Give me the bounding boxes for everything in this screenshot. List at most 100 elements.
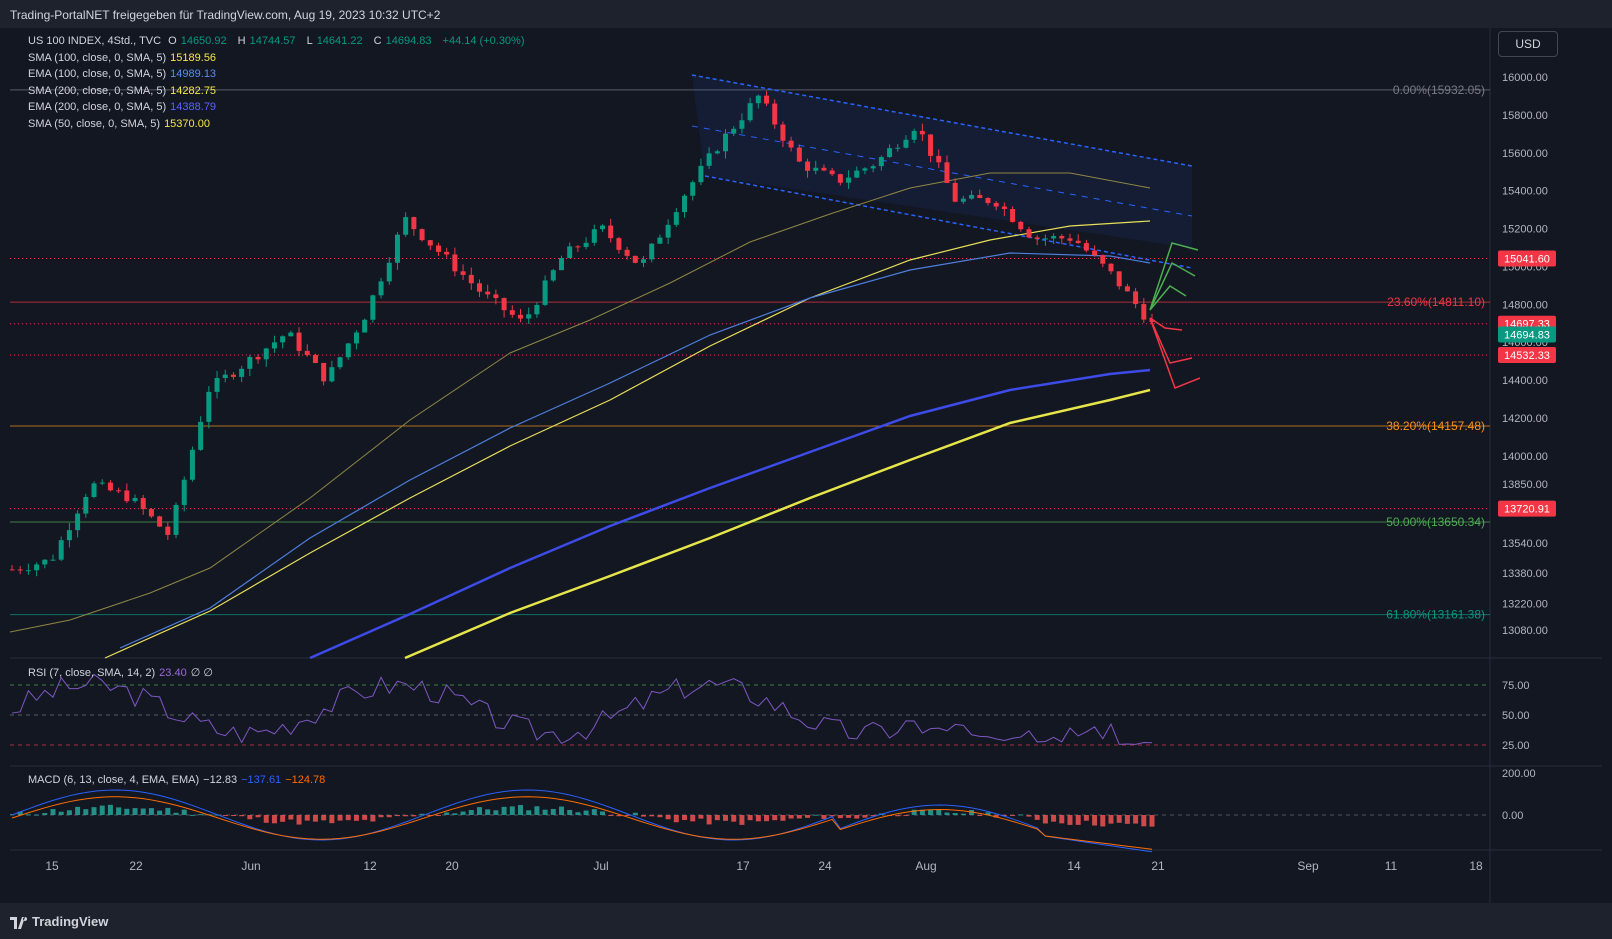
price-axis-label: 13220.00 bbox=[1502, 598, 1548, 610]
candle-body bbox=[501, 298, 507, 311]
candle-body bbox=[1059, 236, 1065, 239]
candle-body bbox=[813, 167, 819, 171]
indicator-legend-sma100[interactable]: SMA (100, close, 0, SMA, 5) 15189.56 bbox=[28, 52, 217, 64]
candle-body bbox=[468, 274, 474, 284]
ema200-line bbox=[309, 368, 1151, 660]
macd-axis-label: 200.00 bbox=[1502, 768, 1536, 780]
macd-histogram-bar bbox=[550, 808, 556, 815]
macd-histogram-bar bbox=[616, 815, 622, 817]
time-axis-label: Jun bbox=[241, 859, 260, 873]
macd-histogram-bar bbox=[928, 810, 934, 815]
candle-body bbox=[296, 332, 302, 351]
candle-body bbox=[977, 194, 983, 199]
candle-body bbox=[353, 332, 359, 344]
price-tag-bg bbox=[1498, 500, 1556, 517]
indicator-legend-sma200[interactable]: SMA (200, close, 0, SMA, 5) 14282.75 bbox=[28, 85, 217, 97]
macd-histogram-bar bbox=[75, 806, 81, 815]
macd-histogram-bar bbox=[747, 815, 753, 821]
symbol-legend: US 100 INDEX, 4Std., TVC O 14650.92 H 1474… bbox=[28, 35, 529, 47]
indicator-legend-ema100[interactable]: EMA (100, close, 0, SMA, 5) 14989.13 bbox=[28, 68, 217, 80]
currency-button[interactable]: USD bbox=[1498, 31, 1558, 57]
fib-level-label: 38.20%(14157.48) bbox=[1386, 419, 1485, 433]
candle-body bbox=[714, 151, 720, 154]
candle-body bbox=[624, 249, 630, 256]
price-axis-label: 15800.00 bbox=[1502, 110, 1548, 122]
candle-body bbox=[755, 95, 761, 104]
macd-histogram-bar bbox=[50, 809, 56, 815]
candle-body bbox=[312, 355, 318, 363]
candle-body bbox=[222, 374, 228, 379]
rsi-legend[interactable]: RSI (7, close, SMA, 14, 2) 23.40 ∅ ∅ bbox=[28, 667, 213, 679]
macd-histogram-bar bbox=[977, 815, 983, 816]
macd-histogram-bar bbox=[124, 808, 130, 815]
candle-body bbox=[887, 148, 893, 158]
candle-body bbox=[452, 254, 458, 272]
candle-body bbox=[10, 569, 15, 571]
candle-body bbox=[42, 559, 48, 565]
chart-frame[interactable]: 16000.00 15800.00 15600.00 15400.00 15200.00… bbox=[10, 28, 1602, 903]
candle-body bbox=[132, 497, 138, 502]
candle-body bbox=[788, 140, 794, 148]
macd-histogram-bar bbox=[649, 815, 655, 817]
candle-body bbox=[772, 103, 778, 125]
macd-histogram-bar bbox=[435, 815, 441, 816]
price-axis-label: 15400.00 bbox=[1502, 186, 1548, 198]
macd-histogram-bar bbox=[985, 812, 991, 815]
candle-body bbox=[673, 212, 679, 225]
tradingview-logo[interactable]: TradingView bbox=[10, 914, 108, 929]
macd-histogram-bar bbox=[1042, 815, 1048, 824]
chart-canvas[interactable]: 16000.0015800.0015600.0015400.0015200.00… bbox=[10, 28, 1602, 903]
indicator-legend-sma50[interactable]: SMA (50, close, 0, SMA, 5) 15370.00 bbox=[28, 118, 210, 130]
macd-histogram-bar bbox=[624, 815, 630, 816]
candle-body bbox=[846, 177, 852, 183]
macd-histogram-bar bbox=[25, 814, 31, 816]
candle-body bbox=[805, 161, 811, 171]
indicator-legend-ema200[interactable]: EMA (200, close, 0, SMA, 5) 14388.79 bbox=[28, 101, 217, 113]
macd-histogram-bar bbox=[107, 804, 113, 815]
candle-body bbox=[526, 314, 532, 319]
macd-histogram-bar bbox=[690, 815, 696, 822]
macd-histogram-bar bbox=[731, 815, 737, 822]
fib-level-label: 23.60%(14811.10) bbox=[1387, 295, 1485, 309]
candle-body bbox=[1133, 291, 1139, 305]
candle-body bbox=[419, 229, 425, 241]
ohlc-change: +44.14 (+0.30%) bbox=[442, 35, 525, 47]
ohlc-close: C 14694.83 bbox=[373, 35, 432, 47]
candle-body bbox=[534, 304, 540, 315]
candle-body bbox=[1010, 208, 1016, 222]
candle-body bbox=[1083, 243, 1089, 251]
candle-body bbox=[271, 342, 277, 349]
candle-body bbox=[632, 255, 638, 263]
candle-body bbox=[706, 153, 712, 166]
fib-level-label: 50.00%(13650.34) bbox=[1386, 515, 1485, 529]
ohlc-open: O 14650.92 bbox=[168, 35, 227, 47]
fib-level-label: 0.00%(15932.05) bbox=[1393, 83, 1485, 97]
price-axis-label: 14800.00 bbox=[1502, 299, 1548, 311]
candle-body bbox=[600, 225, 606, 230]
candle-body bbox=[140, 497, 146, 510]
macd-legend[interactable]: MACD (6, 13, close, 4, EMA, EMA) −12.83 −1… bbox=[28, 774, 326, 786]
macd-histogram-bar bbox=[517, 804, 523, 815]
chart-background bbox=[10, 28, 1602, 903]
candle-body bbox=[337, 357, 343, 368]
macd-histogram-bar bbox=[1075, 815, 1081, 825]
macd-histogram-bar bbox=[665, 815, 671, 820]
macd-histogram-bar bbox=[805, 815, 811, 818]
sma200-line bbox=[404, 388, 1151, 660]
candle-body bbox=[862, 168, 868, 171]
candle-body bbox=[255, 356, 261, 360]
macd-histogram-bar bbox=[829, 815, 835, 817]
candle-body bbox=[91, 483, 97, 497]
time-axis-label: 20 bbox=[445, 859, 459, 873]
candle-body bbox=[821, 167, 827, 171]
macd-histogram-bar bbox=[1059, 815, 1065, 824]
macd-histogram-bar bbox=[591, 809, 597, 815]
time-axis-label: 15 bbox=[45, 859, 59, 873]
candle-body bbox=[919, 130, 925, 135]
macd-histogram-bar bbox=[353, 815, 359, 821]
time-axis-label: 17 bbox=[736, 859, 750, 873]
projection-arrow-down-3 bbox=[1149, 317, 1201, 389]
candle-body bbox=[476, 283, 482, 292]
macd-histogram-bar bbox=[370, 815, 376, 822]
candle-body bbox=[985, 198, 991, 203]
